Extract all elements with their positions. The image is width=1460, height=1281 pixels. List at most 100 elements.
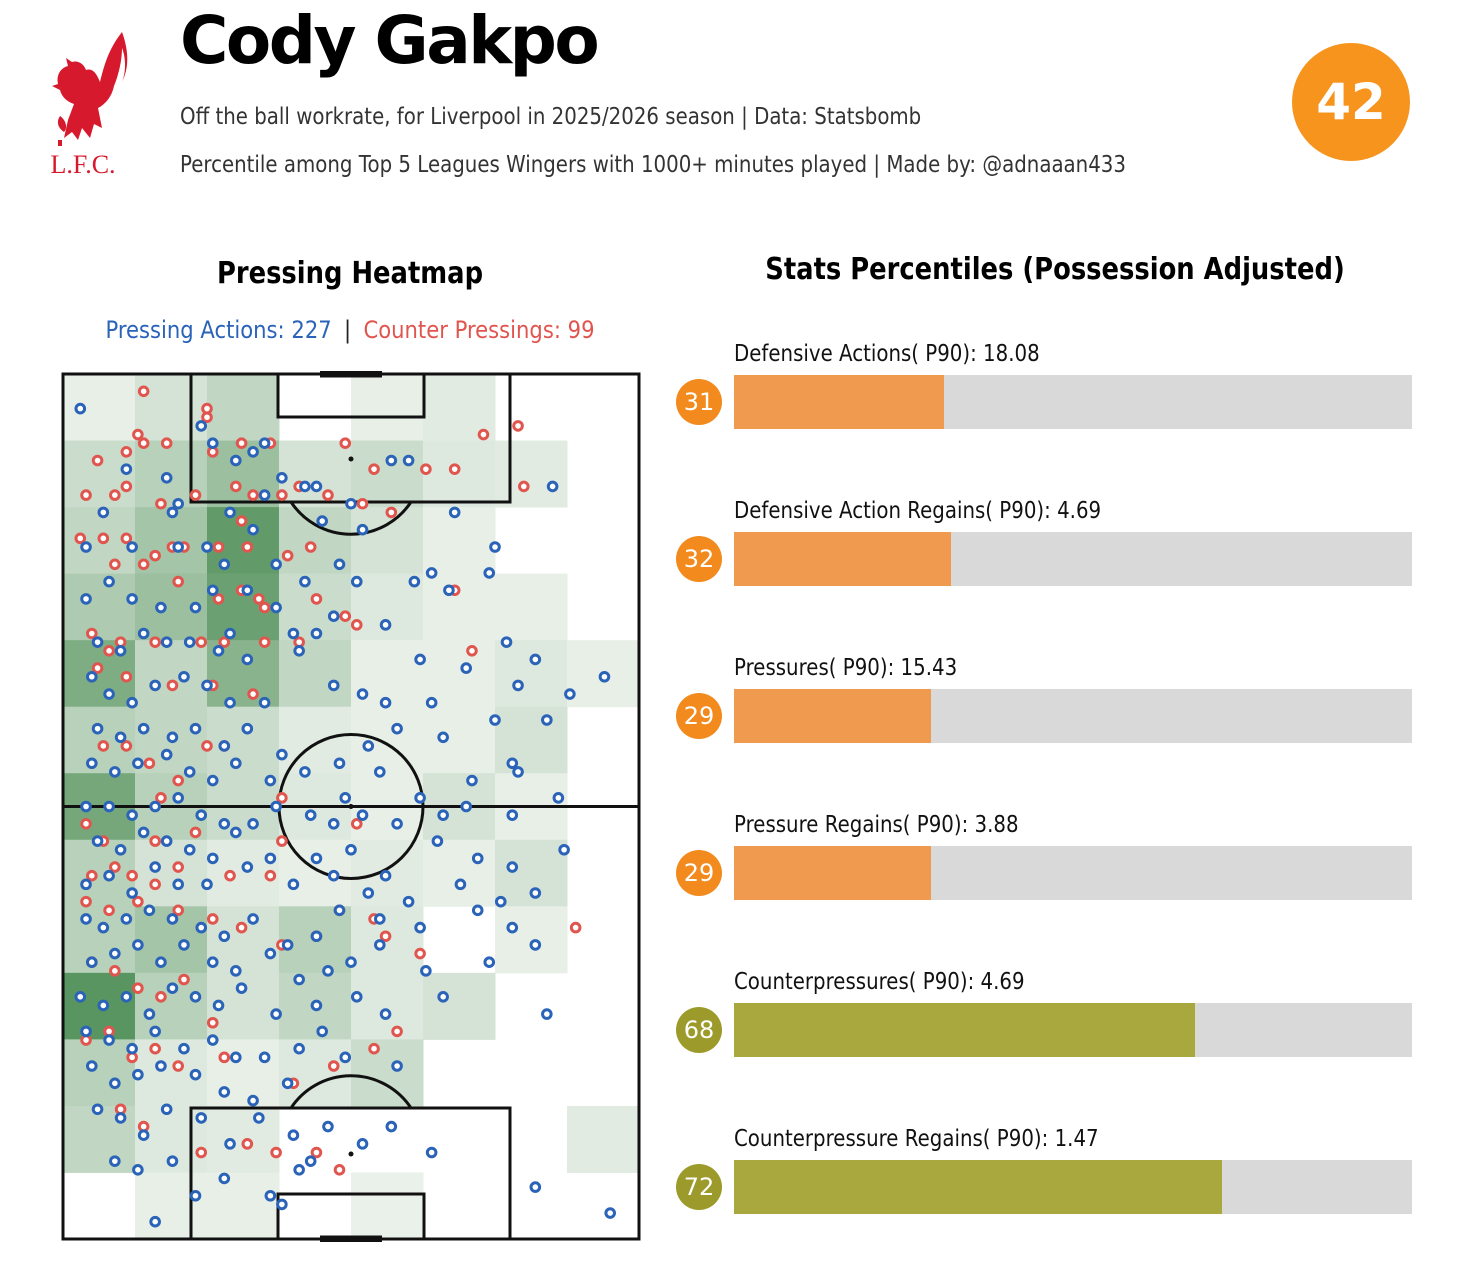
pressing-action-point xyxy=(137,1129,150,1142)
pressing-action-point xyxy=(126,541,138,553)
pressing-action-point xyxy=(299,480,311,493)
pressing-action-point xyxy=(253,1112,265,1124)
counter-pressing-point xyxy=(120,670,133,683)
pressing-action-point xyxy=(391,818,403,830)
pressing-action-point xyxy=(310,999,323,1012)
pressing-action-point xyxy=(103,688,115,700)
counter-pressing-point xyxy=(230,480,242,493)
heatmap-cell xyxy=(351,440,424,508)
heatmap-cell xyxy=(423,972,496,1040)
counter-pressing-point xyxy=(253,593,265,605)
counter-pressing-point xyxy=(189,489,202,501)
counter-pressing-point xyxy=(218,636,231,648)
counter-pressing-point xyxy=(172,861,184,873)
pressing-action-point xyxy=(276,1198,288,1211)
heatmap-cell xyxy=(207,1039,280,1107)
percentile-bar xyxy=(734,375,945,429)
pressing-action-point xyxy=(408,575,421,588)
stat-label: Counterpressure Regains( P90): 1.47 xyxy=(734,1126,1099,1152)
pressing-action-point xyxy=(333,558,346,571)
pressing-action-point xyxy=(529,653,542,666)
heatmap-cell xyxy=(135,839,208,907)
pressing-action-point xyxy=(276,472,288,484)
pressing-action-point xyxy=(374,913,386,925)
pressing-action-point xyxy=(339,1051,352,1064)
pressing-action-point xyxy=(195,420,208,432)
pressing-action-point xyxy=(218,740,231,752)
pitch-spot xyxy=(348,1151,354,1157)
counter-pressing-point xyxy=(356,497,369,510)
counter-pressing-point xyxy=(339,610,352,622)
counter-pressing-point xyxy=(91,662,104,674)
pressing-action-point xyxy=(103,1034,115,1046)
pressing-action-point xyxy=(224,506,236,519)
counter-pressing-point xyxy=(385,506,398,519)
pressing-action-point xyxy=(149,679,161,692)
pressing-action-point xyxy=(281,939,294,951)
pressing-action-point xyxy=(91,722,104,735)
pressing-action-point xyxy=(258,1051,271,1064)
heatmap-cell xyxy=(279,440,352,508)
pressing-action-point xyxy=(483,956,496,969)
counter-pressing-point xyxy=(310,593,323,605)
stat-label: Defensive Actions( P90): 18.08 xyxy=(734,341,1040,367)
percentile-badge: 72 xyxy=(676,1164,722,1210)
pressing-action-point xyxy=(299,766,311,778)
pressing-action-point xyxy=(270,601,282,614)
counter-pressing-point xyxy=(466,645,478,657)
pressing-action-point xyxy=(212,645,225,657)
counter-pressing-point xyxy=(97,532,110,545)
pressing-action-point xyxy=(109,1155,121,1167)
pressing-action-point xyxy=(206,774,219,787)
counter-pressing-point xyxy=(281,549,294,562)
pressing-action-point xyxy=(218,818,231,830)
pressing-action-point xyxy=(333,904,346,917)
pressing-action-point xyxy=(241,861,254,873)
counter-pressing-point xyxy=(132,895,144,908)
pressing-action-point xyxy=(345,843,357,856)
pressing-action-point xyxy=(264,947,277,960)
counter-pressing-point xyxy=(276,835,288,847)
overall-score-badge: 42 xyxy=(1292,43,1410,161)
pressing-action-point xyxy=(362,740,375,752)
pressing-action-point xyxy=(126,809,138,821)
pressing-action-point xyxy=(183,843,196,856)
pressing-action-point xyxy=(310,627,323,640)
heatmap-cell xyxy=(495,706,568,774)
pressing-action-point xyxy=(160,636,173,648)
pressing-action-point xyxy=(178,939,190,951)
bar-track xyxy=(734,375,1412,429)
pressing-action-point xyxy=(333,757,346,770)
counter-pressing-point xyxy=(195,1146,208,1159)
heatmap-cell xyxy=(423,507,496,575)
counter-pressing-point xyxy=(241,541,254,553)
pressing-action-point xyxy=(310,930,323,943)
pressing-action-point xyxy=(437,809,449,821)
pressing-action-point xyxy=(97,921,110,934)
pressing-action-point xyxy=(80,1025,92,1038)
pressing-action-point xyxy=(489,714,501,726)
counter-pressing-point xyxy=(350,619,363,631)
pressing-action-point xyxy=(327,610,340,622)
stat-label: Pressure Regains( P90): 3.88 xyxy=(734,812,1019,838)
counter-pressing-point xyxy=(414,947,426,960)
heatmap-cell xyxy=(207,906,280,974)
counter-pressing-point xyxy=(333,1164,346,1176)
pressing-action-point xyxy=(356,809,369,821)
pressing-action-point xyxy=(247,1094,259,1107)
pressing-action-point xyxy=(471,852,484,865)
pressing-action-point xyxy=(166,1155,179,1167)
pressing-action-point xyxy=(178,670,190,683)
liverpool-crest-icon: L.F.C. xyxy=(50,32,128,179)
heatmap-cell xyxy=(351,1172,424,1240)
pressing-action-point xyxy=(431,835,444,847)
counter-pressing-point xyxy=(109,861,121,873)
pressing-action-point xyxy=(155,1060,167,1072)
pressing-action-point xyxy=(114,731,127,744)
pressing-action-point xyxy=(293,1164,305,1176)
pressing-action-point xyxy=(189,601,202,614)
pressing-action-point xyxy=(189,1189,202,1202)
heatmap-cell xyxy=(63,1039,136,1107)
pressing-action-point xyxy=(74,991,87,1003)
counter-pressing-point xyxy=(80,818,92,830)
